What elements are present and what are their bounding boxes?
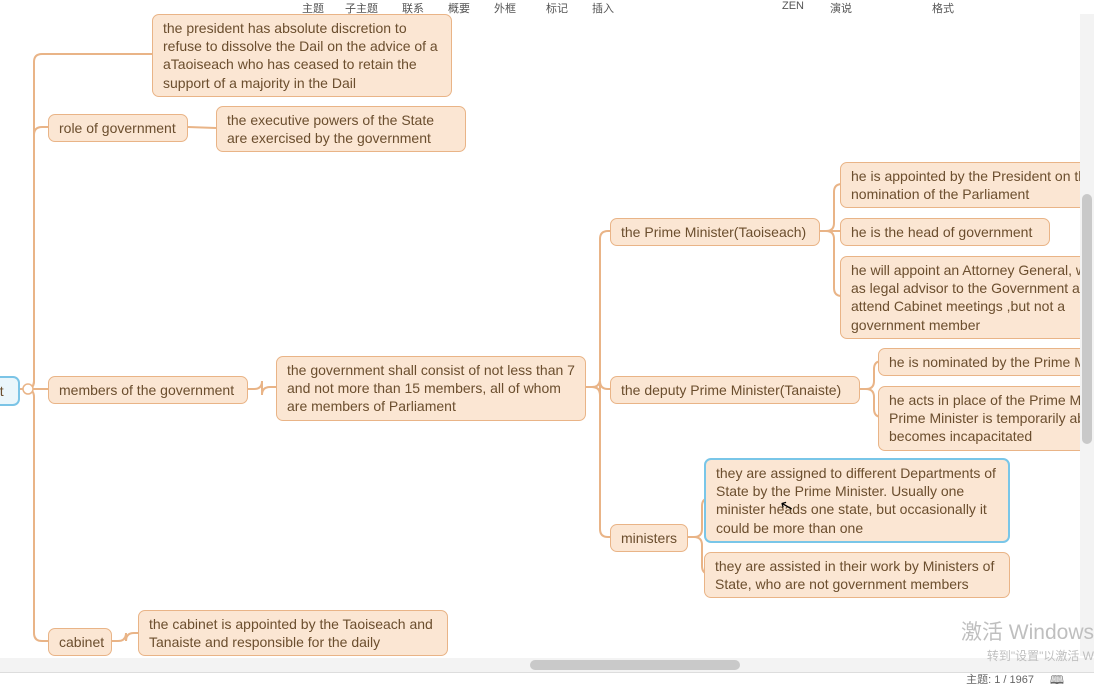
node-text: he is appointed by the President on th n… (851, 168, 1086, 202)
node-text: the executive powers of the State are ex… (227, 112, 434, 146)
windows-activation-watermark: 激活 Windows (961, 616, 1094, 646)
node-text: he acts in place of the Prime Mi Prime M… (889, 392, 1085, 444)
topic-count: 主题: 1 / 1967 (966, 671, 1034, 687)
mindmap-node[interactable]: role of government (48, 114, 188, 142)
node-text: he will appoint an Attorney General, w a… (851, 262, 1088, 333)
mindmap-node[interactable]: they are assisted in their work by Minis… (704, 552, 1010, 598)
root-node[interactable]: nt (0, 376, 20, 406)
mindmap-node[interactable]: cabinet (48, 628, 112, 656)
node-text: they are assisted in their work by Minis… (715, 558, 994, 592)
mindmap-node[interactable]: he is appointed by the President on th n… (840, 162, 1094, 208)
mindmap-node[interactable]: the deputy Prime Minister(Tanaiste) (610, 376, 860, 404)
reader-icon[interactable]: 🕮 (1050, 671, 1064, 692)
mindmap-node[interactable]: the government shall consist of not less… (276, 356, 586, 421)
node-text: he is nominated by the Prime M (889, 354, 1086, 370)
collapse-toggle[interactable] (23, 384, 33, 394)
connector (586, 231, 610, 387)
node-text: role of government (59, 120, 176, 136)
mindmap-canvas[interactable]: nt the president has absolute discretion … (0, 14, 1094, 656)
mindmap-node[interactable]: the president has absolute discretion to… (152, 14, 452, 97)
node-text: they are assigned to different Departmen… (716, 465, 996, 536)
connector (586, 387, 610, 537)
connector (20, 54, 152, 389)
menu-item[interactable]: ZEN (782, 0, 804, 12)
windows-activation-hint: 转到"设置"以激活 W (987, 647, 1094, 664)
status-bar: 主题: 1 / 1967 🕮 (0, 672, 1094, 684)
mindmap-node[interactable]: he acts in place of the Prime Mi Prime M… (878, 386, 1094, 451)
node-text: the president has absolute discretion to… (163, 20, 438, 91)
mindmap-node[interactable]: they are assigned to different Departmen… (704, 458, 1010, 543)
horizontal-scrollbar-thumb[interactable] (530, 660, 740, 670)
mindmap-node[interactable]: he is the head of government (840, 218, 1050, 246)
connector (20, 389, 48, 641)
mindmap-node[interactable]: he is nominated by the Prime M (878, 348, 1094, 376)
connector (820, 184, 842, 231)
horizontal-scrollbar[interactable] (0, 658, 1094, 672)
node-text: the cabinet is appointed by the Taoiseac… (149, 616, 433, 650)
node-text: ministers (621, 530, 677, 546)
connector (586, 381, 610, 395)
mindmap-node[interactable]: the executive powers of the State are ex… (216, 106, 466, 152)
mindmap-node[interactable]: he will appoint an Attorney General, w a… (840, 256, 1094, 339)
mindmap-node[interactable]: the cabinet is appointed by the Taoiseac… (138, 610, 448, 656)
vertical-scrollbar-thumb[interactable] (1082, 194, 1092, 444)
vertical-scrollbar[interactable] (1080, 14, 1094, 656)
connector (20, 127, 48, 389)
node-text: the deputy Prime Minister(Tanaiste) (621, 382, 841, 398)
connector (820, 231, 842, 296)
node-text: members of the government (59, 382, 234, 398)
node-text: the Prime Minister(Taoiseach) (621, 224, 806, 240)
menu-bar: 主题子主题联系概要外框标记插入ZEN演说格式 (0, 0, 1094, 14)
node-text: he is the head of government (851, 224, 1032, 240)
connector (188, 127, 216, 128)
mindmap-node[interactable]: the Prime Minister(Taoiseach) (610, 218, 820, 246)
node-text: nt (0, 383, 4, 399)
connector (112, 633, 138, 641)
node-text: cabinet (59, 634, 104, 650)
mindmap-node[interactable]: members of the government (48, 376, 248, 404)
node-text: the government shall consist of not less… (287, 362, 575, 414)
mindmap-node[interactable]: ministers (610, 524, 688, 552)
connector (248, 381, 276, 395)
